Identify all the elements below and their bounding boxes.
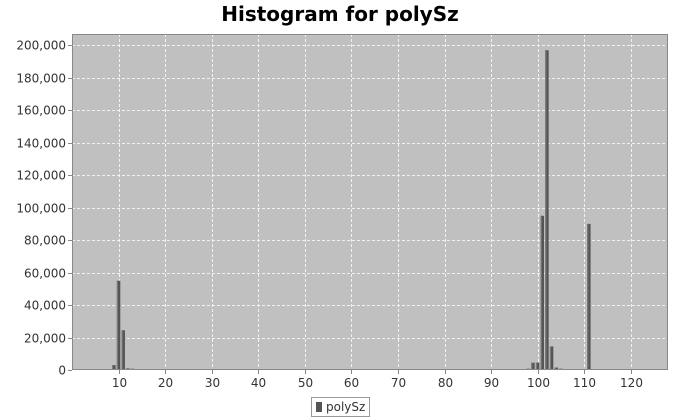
y-tick-label: 180,000 [16,72,66,86]
bar-highlight [112,365,114,370]
x-tick-label: 100 [527,376,550,390]
y-tick-label: 160,000 [16,104,66,118]
y-tick-label: 20,000 [24,332,66,346]
plot-frame [72,34,668,370]
x-tick-label: 50 [298,376,313,390]
y-tick-label: 60,000 [24,267,66,281]
histogram-bar [531,362,535,370]
histogram-bar [112,365,116,370]
bar-fill [587,223,591,370]
bar-highlight [535,362,538,370]
bar-highlight [549,346,552,370]
bar-highlight [545,50,547,371]
bar-fill [540,215,545,370]
legend: polySz [311,397,371,417]
x-tick-label: 60 [344,376,359,390]
bar-fill [535,362,540,370]
x-tick-label: 120 [620,376,643,390]
bar-fill [554,367,558,370]
legend-label: polySz [326,400,366,414]
bar-highlight [587,223,589,370]
x-tick-label: 20 [158,376,173,390]
x-tick-label: 80 [438,376,453,390]
histogram-bar [545,50,549,371]
y-tick-label: 200,000 [16,39,66,53]
bar-fill [121,330,125,370]
y-tick-label: 40,000 [24,299,66,313]
histogram-bar [554,367,558,370]
bar-highlight [121,330,123,370]
bar-fill [545,50,549,371]
histogram-bar [587,223,591,370]
bar-fill [549,346,554,370]
y-tick-label: 100,000 [16,202,66,216]
histogram-bar [535,362,540,370]
histogram-bar [540,215,545,370]
y-tick-label: 80,000 [24,234,66,248]
y-tick-label: 0 [58,364,66,378]
x-tick-label: 90 [484,376,499,390]
y-tick-label: 120,000 [16,169,66,183]
bar-fill [531,362,535,370]
x-tick-label: 10 [112,376,127,390]
x-tick-label: 70 [391,376,406,390]
bar-fill [116,280,121,370]
x-tick-label: 110 [573,376,596,390]
histogram-bar [121,330,125,370]
plot-area [72,34,668,370]
x-tick-label: 30 [205,376,220,390]
axes: 0 20,000 40,000 60,000 80,000 100,000 120,000 1… [16,39,643,391]
histogram-bar [549,346,554,370]
legend-swatch [316,402,322,412]
histogram-bar [116,280,121,370]
bars-layer [112,50,591,371]
y-tick-label: 140,000 [16,137,66,151]
bar-highlight [116,280,119,370]
bar-fill [112,365,116,370]
x-tick-label: 40 [251,376,266,390]
chart-title: Histogram for polySz [221,2,459,26]
bar-highlight [554,367,556,370]
bar-highlight [540,215,542,370]
bar-highlight [531,362,533,370]
